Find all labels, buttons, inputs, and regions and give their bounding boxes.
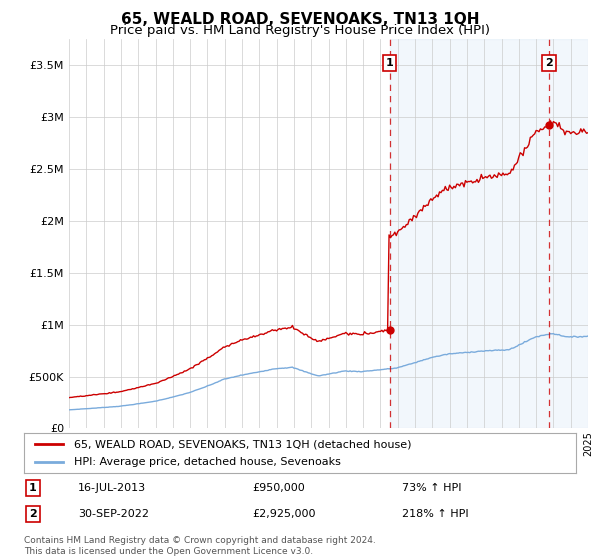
Text: 65, WEALD ROAD, SEVENOAKS, TN13 1QH (detached house): 65, WEALD ROAD, SEVENOAKS, TN13 1QH (det… [74, 439, 411, 449]
Text: HPI: Average price, detached house, Sevenoaks: HPI: Average price, detached house, Seve… [74, 457, 341, 467]
Bar [390, 39, 588, 428]
Text: 16-JUL-2013: 16-JUL-2013 [78, 483, 146, 493]
Text: £950,000: £950,000 [252, 483, 305, 493]
Text: 2: 2 [545, 58, 553, 68]
Text: Price paid vs. HM Land Registry's House Price Index (HPI): Price paid vs. HM Land Registry's House … [110, 24, 490, 36]
Text: 1: 1 [386, 58, 394, 68]
Text: 30-SEP-2022: 30-SEP-2022 [78, 509, 149, 519]
Text: Contains HM Land Registry data © Crown copyright and database right 2024.
This d: Contains HM Land Registry data © Crown c… [24, 536, 376, 556]
Text: 73% ↑ HPI: 73% ↑ HPI [402, 483, 461, 493]
Text: £2,925,000: £2,925,000 [252, 509, 316, 519]
Text: 1: 1 [29, 483, 37, 493]
Text: 2: 2 [29, 509, 37, 519]
Text: 65, WEALD ROAD, SEVENOAKS, TN13 1QH: 65, WEALD ROAD, SEVENOAKS, TN13 1QH [121, 12, 479, 27]
Text: 218% ↑ HPI: 218% ↑ HPI [402, 509, 469, 519]
